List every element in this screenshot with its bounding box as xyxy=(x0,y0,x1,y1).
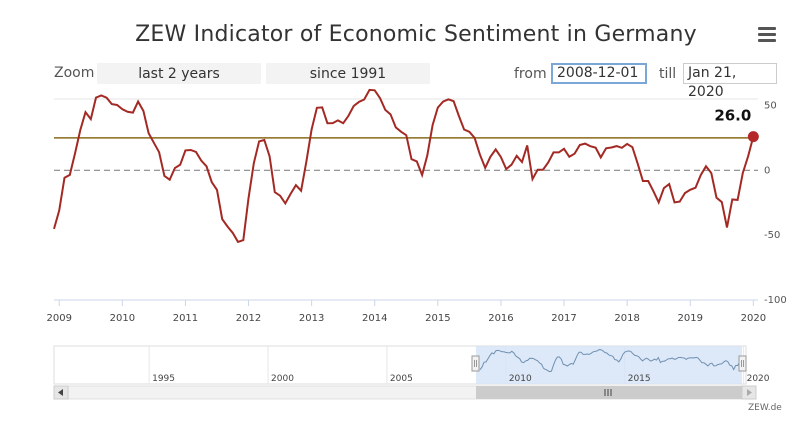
x-tick-label: 2014 xyxy=(362,313,387,324)
x-tick-label: 2016 xyxy=(488,313,513,324)
y-tick-label: 50 xyxy=(764,100,777,111)
navigator-left-handle[interactable] xyxy=(471,355,480,372)
scrollbar-thumb[interactable] xyxy=(476,386,742,399)
navigator-series-line xyxy=(479,349,745,373)
scroll-right-arrow-icon xyxy=(747,389,752,396)
scrollbar-left-button[interactable] xyxy=(53,385,69,400)
x-tick-label: 2020 xyxy=(741,313,766,324)
y-tick-label: -100 xyxy=(764,295,787,306)
from-label: from xyxy=(514,66,547,82)
till-date-input[interactable]: Jan 21, 2020 xyxy=(683,63,777,100)
navigator-tick-label: 2000 xyxy=(271,374,294,384)
last-value-marker[interactable] xyxy=(747,131,759,143)
zoom-since-1991-button[interactable]: since 1991 xyxy=(266,63,430,84)
navigator-background xyxy=(53,345,747,385)
sentiment-series-line[interactable] xyxy=(53,88,755,244)
chart-credit: ZEW.de xyxy=(748,403,782,413)
x-tick-label: 2018 xyxy=(614,313,639,324)
chart-title: ZEW Indicator of Economic Sentiment in G… xyxy=(135,22,697,47)
last-value-label: 26.0 xyxy=(714,107,751,125)
zoom-label: Zoom xyxy=(54,65,95,81)
navigator-right-handle[interactable] xyxy=(738,355,747,372)
scrollbar-track[interactable] xyxy=(53,385,743,400)
x-tick-label: 2017 xyxy=(551,313,576,324)
x-tick-label: 2015 xyxy=(425,313,450,324)
navigator-tick-label: 1995 xyxy=(152,374,175,384)
y-tick-label: -50 xyxy=(764,230,780,241)
navigator-tick-label: 2005 xyxy=(390,374,413,384)
from-date-input[interactable]: 2008-12-01 xyxy=(551,63,647,84)
zoom-last-2-years-button[interactable]: last 2 years xyxy=(97,63,261,84)
navigator-tick-label: 2020 xyxy=(747,374,770,384)
x-tick-label: 2010 xyxy=(110,313,135,324)
x-tick-label: 2019 xyxy=(678,313,703,324)
scrollbar-right-button[interactable] xyxy=(741,385,757,400)
x-tick-label: 2012 xyxy=(236,313,261,324)
navigator-tick-label: 2010 xyxy=(509,374,532,384)
scroll-left-arrow-icon xyxy=(58,389,63,396)
y-tick-label: 0 xyxy=(764,165,770,176)
navigator-tick-label: 2015 xyxy=(628,374,651,384)
navigator-selection-mask[interactable] xyxy=(476,346,742,384)
till-label: till xyxy=(659,66,677,82)
x-tick-label: 2011 xyxy=(173,313,198,324)
x-tick-label: 2009 xyxy=(47,313,72,324)
x-tick-label: 2013 xyxy=(299,313,324,324)
hamburger-menu-icon[interactable] xyxy=(758,27,776,43)
